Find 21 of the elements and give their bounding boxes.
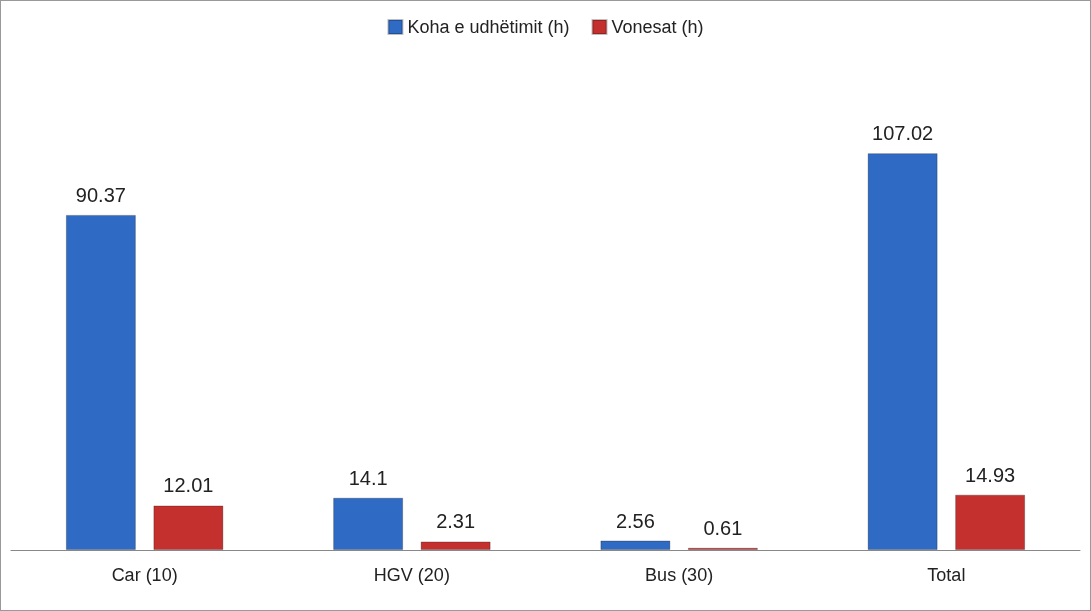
data-label: 107.02 <box>872 122 934 145</box>
data-label: 2.31 <box>436 510 476 533</box>
x-tick-label: Bus (30) <box>645 565 714 585</box>
legend-label: Koha e udhëtimit (h) <box>407 17 570 37</box>
bar <box>420 541 491 550</box>
bar <box>600 540 671 550</box>
bar <box>153 505 224 550</box>
bar <box>65 214 136 550</box>
data-label: 0.61 <box>703 516 743 539</box>
legend-label: Vonesat (h) <box>611 17 704 37</box>
bar <box>955 494 1026 550</box>
data-label: 14.1 <box>348 466 388 489</box>
data-label: 12.01 <box>163 474 214 497</box>
bar <box>333 497 404 550</box>
x-tick-label: HGV (20) <box>373 565 450 585</box>
data-label: 90.37 <box>75 183 126 206</box>
data-label: 2.56 <box>615 509 655 532</box>
bar <box>867 153 938 550</box>
x-tick-label: Total <box>927 565 966 585</box>
x-tick-label: Car (10) <box>111 565 178 585</box>
data-label: 14.93 <box>965 463 1016 486</box>
